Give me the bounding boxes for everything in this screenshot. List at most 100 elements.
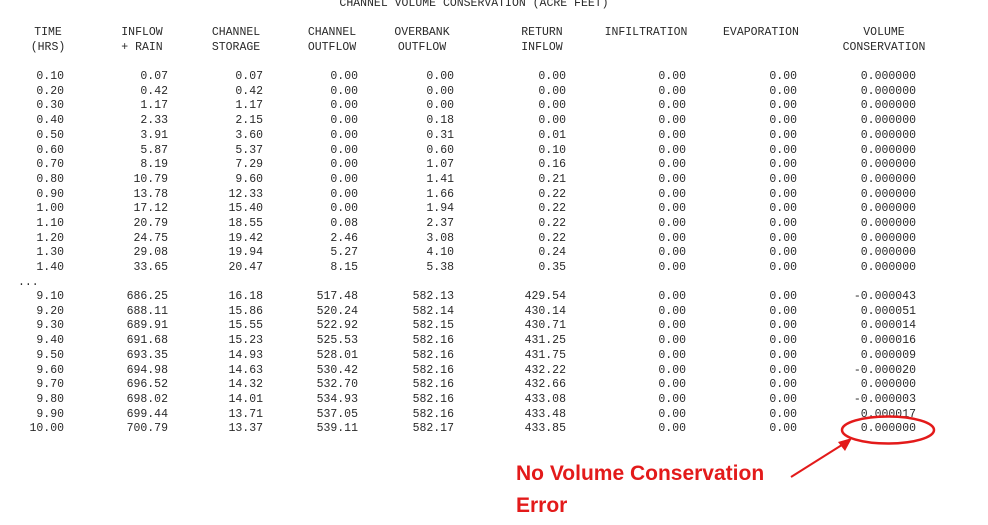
table-cell: 0.00 (769, 84, 797, 98)
table-cell: 1.41 (426, 172, 454, 186)
table-cell: 13.71 (228, 407, 263, 421)
table-cell: 12.33 (228, 187, 263, 201)
table-cell: 517.48 (316, 290, 358, 303)
table-cell: 14.93 (228, 348, 263, 362)
table-cell: 0.000051 (860, 304, 916, 318)
table-cell: 0.10 (36, 70, 64, 83)
table-cell: 0.35 (538, 261, 566, 275)
table-cell: 0.00 (330, 143, 358, 157)
column-header-main: CHANNEL (211, 26, 261, 39)
table-cell: 1.10 (36, 217, 64, 230)
table-cell: 0.00 (658, 114, 686, 128)
table-cell: 10.00 (29, 422, 64, 436)
table-cell: 0.000000 (860, 158, 916, 172)
table-cell: 33.65 (133, 261, 168, 275)
table-cell: 14.01 (228, 392, 263, 406)
table-cell: 0.00 (769, 172, 797, 186)
annotation-line1: No Volume Conservation (516, 462, 765, 485)
table-cell: 0.60 (426, 143, 454, 157)
table-cell: 0.00 (769, 143, 797, 157)
table-cell: 0.00 (658, 217, 686, 230)
table-cell: 0.16 (538, 158, 566, 172)
table-cell: 532.70 (316, 378, 358, 392)
table-cell: 694.98 (126, 363, 168, 377)
table-cell: 0.00 (658, 158, 686, 172)
table-cell: 0.00 (769, 261, 797, 275)
table-cell: 0.00 (658, 378, 686, 392)
table-cell: 2.37 (426, 217, 454, 230)
table-cell: 0.00 (330, 202, 358, 216)
table-cell: 0.00 (538, 70, 566, 83)
table-cell: 3.08 (426, 231, 454, 245)
table-cell: 0.22 (538, 231, 566, 245)
table-cell: 19.42 (228, 231, 263, 245)
table-cell: 433.85 (524, 422, 566, 436)
table-cell: -0.000020 (853, 363, 916, 377)
table-cell: 15.40 (228, 202, 263, 216)
table-cell: 9.20 (36, 304, 64, 318)
table-cell: 0.00 (330, 99, 358, 113)
annotation-line2: Error (516, 494, 568, 517)
table-cell: 19.94 (228, 246, 263, 260)
table-cell: 0.000000 (860, 246, 916, 260)
table-cell: 0.00 (658, 363, 686, 377)
table-cell: 0.000016 (860, 334, 916, 348)
table-cell: 29.08 (133, 246, 168, 260)
arrow-line (790, 442, 846, 478)
table-cell: 9.60 (36, 363, 64, 377)
table-cell: 16.18 (228, 290, 263, 303)
table-cell: 0.00 (330, 158, 358, 172)
table-cell: 0.000000 (860, 172, 916, 186)
table-cell: 582.16 (412, 363, 454, 377)
table-cell: 0.000009 (860, 348, 916, 362)
table-cell: 7.29 (235, 158, 263, 172)
column-header-sub: INFLOW (521, 41, 563, 54)
table-cell: 0.00 (769, 319, 797, 333)
table-cell: 0.00 (426, 84, 454, 98)
table-cell: 0.00 (769, 114, 797, 128)
table-cell: 696.52 (126, 378, 168, 392)
table-cell: 0.00 (658, 422, 686, 436)
table-cell: 0.80 (36, 172, 64, 186)
table-cell: 0.000000 (860, 202, 916, 216)
table-cell: 10.79 (133, 172, 168, 186)
table-cell: 3.60 (235, 128, 263, 142)
table-cell: 0.00 (658, 246, 686, 260)
table-cell: 1.20 (36, 231, 64, 245)
table-cell: 1.00 (36, 202, 64, 216)
column-header-sub: + RAIN (121, 41, 163, 54)
table-cell: 0.00 (769, 392, 797, 406)
arrow-head-icon (838, 438, 852, 451)
table-cell: 0.00 (769, 217, 797, 230)
table-cell: 0.08 (330, 217, 358, 230)
table-cell: 0.20 (36, 84, 64, 98)
table-cell: 17.12 (133, 202, 168, 216)
table-cell: 0.000000 (860, 261, 916, 275)
table-cell: 5.27 (330, 246, 358, 260)
table-cell: 0.00 (658, 70, 686, 83)
table-cell: 0.000000 (860, 217, 916, 230)
table-cell: 2.15 (235, 114, 263, 128)
table-cell: 0.000000 (860, 231, 916, 245)
table-cell: 0.00 (426, 70, 454, 83)
table-cell: 4.10 (426, 246, 454, 260)
table-cell: 0.00 (769, 422, 797, 436)
table-cell: 699.44 (126, 407, 168, 421)
table-cell: 0.000000 (860, 422, 916, 436)
table-cell: 1.66 (426, 187, 454, 201)
table-cell: 0.00 (658, 187, 686, 201)
table-cell: -0.000043 (853, 290, 916, 303)
table-cell: 0.31 (426, 128, 454, 142)
table-cell: 9.50 (36, 348, 64, 362)
table-cell: 700.79 (126, 422, 168, 436)
table-cell: 0.90 (36, 187, 64, 201)
table-cell: 8.19 (140, 158, 168, 172)
table-cell: 0.00 (769, 70, 797, 83)
table-cell: 0.00 (658, 84, 686, 98)
table-cell: 582.16 (412, 378, 454, 392)
table-cell: 9.90 (36, 407, 64, 421)
table-cell: 582.16 (412, 392, 454, 406)
table-cell: -0.000003 (853, 392, 916, 406)
table-cell: 15.86 (228, 304, 263, 318)
